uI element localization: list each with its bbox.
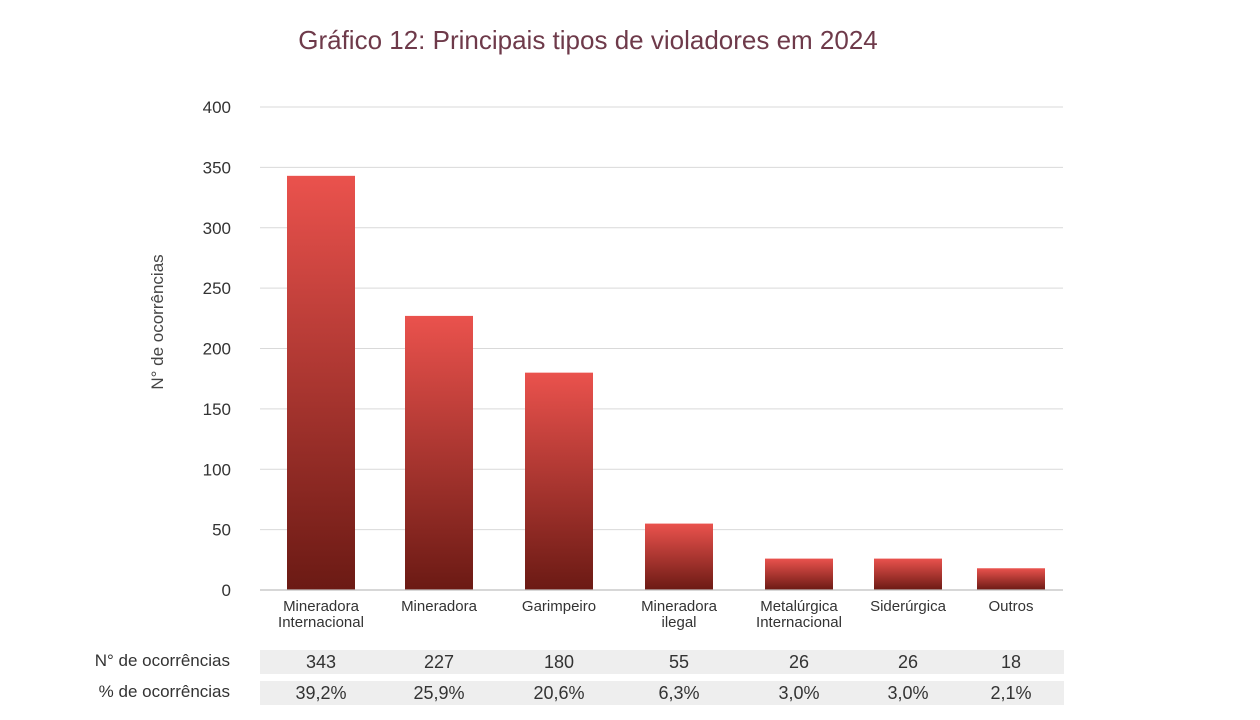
table-cell: 2,1% xyxy=(990,683,1032,703)
x-axis-category-labels: Mineradora Internacional Mineradora Garimpe… xyxy=(278,598,1033,631)
bar xyxy=(405,315,473,590)
table-cell: 26 xyxy=(788,652,810,672)
table-cell: 343 xyxy=(305,652,337,672)
table-row-count: N° de ocorrências 343 227 180 55 26 26 1… xyxy=(0,650,1260,674)
table-cell: 25,9% xyxy=(413,683,465,703)
table-cell: 6,3% xyxy=(658,683,700,703)
x-tick-label: Garimpeiro xyxy=(522,598,596,615)
y-tick-label: 200 xyxy=(203,340,231,359)
y-tick-label: 150 xyxy=(203,400,231,419)
bar xyxy=(645,523,713,590)
table-cell: 26 xyxy=(897,652,919,672)
bar xyxy=(525,372,593,590)
x-tick-label: Metalúrgica Internacional xyxy=(756,598,842,631)
bar xyxy=(765,558,833,590)
table-row-percent: % de ocorrências 39,2% 25,9% 20,6% 6,3% … xyxy=(0,681,1260,705)
y-tick-label: 350 xyxy=(203,158,231,177)
y-axis-ticks: 0 50 100 150 200 250 300 350 400 xyxy=(203,98,231,600)
table-cell: 180 xyxy=(543,652,575,672)
bar xyxy=(287,175,355,590)
y-axis-label: N° de ocorrências xyxy=(148,254,167,389)
y-tick-label: 400 xyxy=(203,98,231,117)
table-cell: 3,0% xyxy=(887,683,929,703)
y-tick-label: 50 xyxy=(212,521,231,540)
bar xyxy=(874,558,942,590)
table-row-band xyxy=(260,681,1064,705)
table-cell: 55 xyxy=(668,652,690,672)
bar-chart: Gráfico 12: Principais tipos de violador… xyxy=(148,25,1063,631)
table-row-label: % de ocorrências xyxy=(98,682,230,701)
grid-lines xyxy=(260,106,1063,531)
bars xyxy=(287,175,1045,590)
table-cell: 18 xyxy=(1000,652,1022,672)
table-row-label: N° de ocorrências xyxy=(94,651,230,670)
table-cell: 39,2% xyxy=(295,683,347,703)
y-tick-label: 100 xyxy=(203,460,231,479)
x-tick-label: Mineradora Internacional xyxy=(278,598,364,631)
chart-title: Gráfico 12: Principais tipos de violador… xyxy=(298,25,878,55)
bar xyxy=(977,568,1045,590)
y-tick-label: 0 xyxy=(222,581,231,600)
table-cell: 227 xyxy=(423,652,455,672)
table-cell: 3,0% xyxy=(778,683,820,703)
table-row-band xyxy=(260,650,1064,674)
y-tick-label: 250 xyxy=(203,279,231,298)
x-tick-label: Mineradora ilegal xyxy=(641,598,718,631)
x-tick-label: Outros xyxy=(988,598,1033,615)
y-tick-label: 300 xyxy=(203,219,231,238)
x-tick-label: Mineradora xyxy=(401,598,478,615)
table-cell: 20,6% xyxy=(533,683,585,703)
x-tick-label: Siderúrgica xyxy=(870,598,947,615)
